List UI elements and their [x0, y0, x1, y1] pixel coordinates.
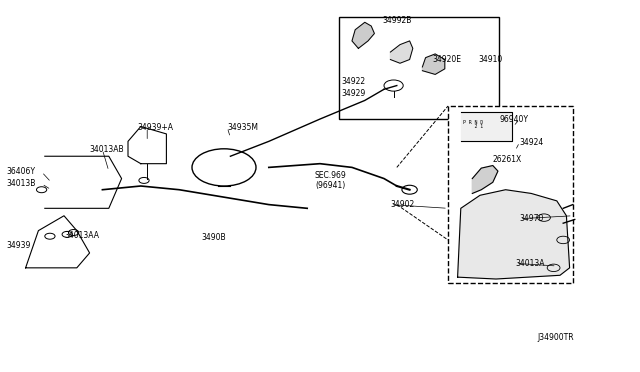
Text: 34902: 34902: [390, 200, 415, 209]
Polygon shape: [461, 112, 512, 141]
Text: 34013AB: 34013AB: [90, 145, 124, 154]
Polygon shape: [458, 190, 570, 279]
Text: 34970: 34970: [520, 214, 544, 223]
Text: 34013B: 34013B: [6, 179, 36, 188]
Text: 26261X: 26261X: [493, 155, 522, 164]
Polygon shape: [390, 41, 413, 63]
Polygon shape: [352, 22, 374, 48]
Text: 96940Y: 96940Y: [499, 115, 528, 124]
Text: 34929: 34929: [341, 89, 365, 98]
Text: 34013A: 34013A: [516, 259, 545, 268]
Text: 34924: 34924: [520, 138, 544, 147]
Text: 36406Y: 36406Y: [6, 167, 35, 176]
Text: 34935M: 34935M: [227, 123, 258, 132]
Text: 34910: 34910: [479, 55, 503, 64]
Text: J34900TR: J34900TR: [538, 333, 574, 342]
Text: 34939: 34939: [6, 241, 31, 250]
Text: 3490B: 3490B: [202, 233, 226, 242]
FancyBboxPatch shape: [448, 106, 573, 283]
Polygon shape: [422, 54, 445, 74]
Text: P R N D: P R N D: [463, 119, 483, 125]
Polygon shape: [472, 166, 498, 193]
Text: 34992B: 34992B: [383, 16, 412, 25]
Text: 34920E: 34920E: [433, 55, 461, 64]
Text: 34922: 34922: [341, 77, 365, 86]
Text: 34013AA: 34013AA: [64, 231, 99, 240]
Text: SEC.969
(96941): SEC.969 (96941): [315, 171, 347, 190]
Text: 2 1: 2 1: [463, 124, 483, 129]
FancyBboxPatch shape: [339, 17, 499, 119]
Text: 34939+A: 34939+A: [137, 123, 173, 132]
